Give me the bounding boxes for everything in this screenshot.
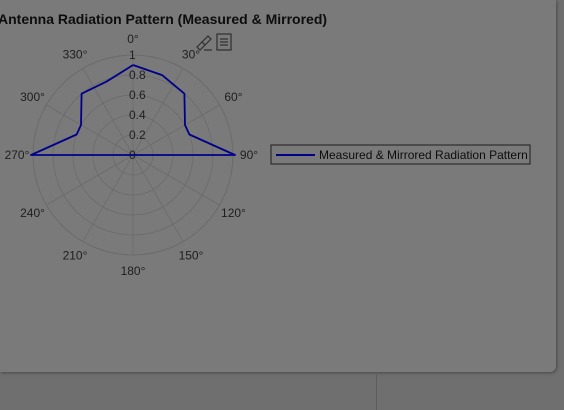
- theta-grid-spoke: [46, 154, 134, 206]
- theta-grid-spoke: [46, 104, 134, 156]
- theta-tick-label: 0°: [127, 32, 139, 46]
- theta-grid-spoke: [132, 104, 220, 156]
- theta-tick-label: 300°: [20, 90, 45, 104]
- r-tick-label: 1: [129, 48, 136, 62]
- legend[interactable]: Measured & Mirrored Radiation Pattern: [270, 144, 531, 165]
- theta-tick-labels: 0° 30° 60° 90° 120° 150° 180° 210° 240° 270° 300° 3…: [5, 32, 259, 278]
- theta-tick-label: 270°: [5, 148, 30, 162]
- theta-tick-label: 330°: [63, 48, 88, 62]
- theta-tick-label: 120°: [221, 206, 246, 220]
- theta-grid-spoke: [132, 154, 184, 242]
- background-divider: [376, 372, 377, 410]
- figure-window: [0, 0, 556, 372]
- r-tick-label: 0.6: [129, 88, 146, 102]
- series-layer: [30, 64, 236, 156]
- r-tick-label: 0.2: [129, 128, 146, 142]
- theta-grid-spoke: [132, 68, 184, 156]
- brush-icon[interactable]: [196, 35, 212, 51]
- r-tick-label: 0.8: [129, 68, 146, 82]
- legend-box: [270, 144, 531, 165]
- theta-tick-label: 210°: [63, 248, 88, 262]
- theta-tick-label: 60°: [224, 90, 242, 104]
- chart-title: Antenna Radiation Pattern (Measured & Mi…: [0, 11, 327, 27]
- theta-tick-label: 90°: [240, 148, 258, 162]
- theta-tick-label: 30°: [182, 48, 200, 62]
- legend-label: Measured & Mirrored Radiation Pattern: [319, 148, 528, 162]
- series-line: [30, 64, 236, 156]
- r-tick-label: 0.4: [129, 108, 146, 122]
- theta-grid-spoke: [82, 68, 134, 156]
- theta-tick-label: 150°: [179, 248, 204, 262]
- theta-tick-label: 180°: [121, 264, 146, 278]
- theta-grid-spoke: [82, 154, 134, 242]
- theta-tick-label: 240°: [20, 206, 45, 220]
- theta-grid-spoke: [132, 154, 220, 206]
- data-tips-icon[interactable]: [216, 33, 232, 51]
